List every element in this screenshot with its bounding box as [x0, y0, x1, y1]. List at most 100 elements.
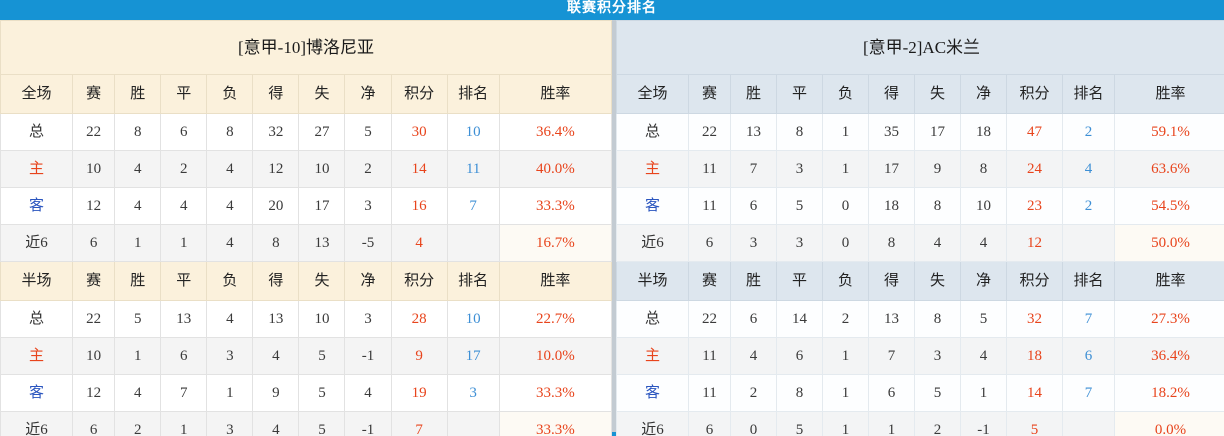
column-header-3: 负	[206, 74, 254, 114]
cell-lose: 1	[822, 337, 869, 375]
column-header-3: 负	[206, 261, 254, 301]
cell-winrate: 22.7%	[498, 300, 613, 338]
cell-winrate: 36.4%	[1113, 337, 1224, 375]
table-row[interactable]: 近6 6 0 5 1 1 2 -1 5 0.0%	[616, 411, 1224, 436]
cell-winrate: 18.2%	[1113, 374, 1224, 412]
table-row[interactable]: 主 11 4 6 1 7 3 4 18 6 36.4%	[616, 337, 1224, 375]
column-header-9: 胜率	[498, 74, 613, 114]
cell-rank: 10	[446, 113, 500, 151]
team-name[interactable]: [意甲-10]博洛尼亚	[0, 20, 612, 75]
cell-winrate: 16.7%	[498, 224, 613, 262]
cell-points: 28	[390, 300, 448, 338]
cell-points: 14	[1006, 374, 1063, 412]
team-panel-left: [意甲-10]博洛尼亚 全场赛胜平负得失净积分 排名 胜率总 22 8 6 8 32 27 5 30 1…	[0, 20, 613, 436]
table-row[interactable]: 总 22 5 13 4 13 10 3 28 10 22.7%	[0, 300, 613, 338]
table-row[interactable]: 主 10 4 2 4 12 10 2 14 11 40.0%	[0, 150, 613, 188]
column-header-3: 负	[822, 261, 869, 301]
cell-gd: 1	[960, 374, 1007, 412]
cell-played: 22	[688, 113, 731, 151]
table-row[interactable]: 客 12 4 7 1 9 5 4 19 3 33.3%	[0, 374, 613, 412]
cell-played: 11	[688, 337, 731, 375]
cell-win: 6	[730, 300, 777, 338]
cell-gf: 32	[252, 113, 300, 151]
cell-lose: 2	[822, 300, 869, 338]
page-title: 联赛积分排名	[567, 0, 657, 15]
cell-gf: 35	[868, 113, 915, 151]
cell-played: 10	[72, 337, 116, 375]
cell-winrate: 36.4%	[498, 113, 613, 151]
cell-ga: 5	[298, 374, 346, 412]
column-header-3: 负	[822, 74, 869, 114]
column-header-4: 得	[252, 74, 300, 114]
cell-winrate: 59.1%	[1113, 113, 1224, 151]
cell-played: 11	[688, 374, 731, 412]
cell-played: 22	[72, 113, 116, 151]
column-header-1: 胜	[730, 261, 777, 301]
row-label: 客	[0, 187, 74, 225]
cell-points: 12	[1006, 224, 1063, 262]
cell-played: 12	[72, 374, 116, 412]
column-header-8: 排名	[446, 261, 500, 301]
cell-gd: 5	[344, 113, 392, 151]
column-header-row: 全场赛胜平负得失净积分 排名 胜率	[0, 74, 613, 114]
cell-rank: 6	[1062, 337, 1115, 375]
row-label: 近6	[0, 224, 74, 262]
cell-winrate: 33.3%	[498, 374, 613, 412]
cell-win: 13	[730, 113, 777, 151]
column-header-row: 半场赛胜平负得失净积分 排名 胜率	[616, 261, 1224, 301]
cell-winrate: 54.5%	[1113, 187, 1224, 225]
table-row[interactable]: 近6 6 1 1 4 8 13 -5 4 16.7%	[0, 224, 613, 262]
column-header-2: 平	[776, 74, 823, 114]
cell-gf: 9	[252, 374, 300, 412]
widget-footer-bar	[0, 432, 1224, 436]
table-row[interactable]: 总 22 13 8 1 35 17 18 47 2 59.1%	[616, 113, 1224, 151]
cell-draw: 3	[776, 224, 823, 262]
cell-points: 24	[1006, 150, 1063, 188]
cell-win: 4	[114, 187, 162, 225]
cell-rank: 2	[1062, 113, 1115, 151]
scope-header: 半场	[0, 261, 74, 301]
row-label: 总	[0, 300, 74, 338]
cell-draw: 13	[160, 300, 208, 338]
table-row[interactable]: 客 11 6 5 0 18 8 10 23 2 54.5%	[616, 187, 1224, 225]
cell-winrate: 33.3%	[498, 187, 613, 225]
cell-winrate: 63.6%	[1113, 150, 1224, 188]
cell-played: 11	[688, 187, 731, 225]
row-label: 主	[0, 337, 74, 375]
column-header-0: 赛	[72, 74, 116, 114]
table-row[interactable]: 总 22 6 14 2 13 8 5 32 7 27.3%	[616, 300, 1224, 338]
cell-winrate: 10.0%	[498, 337, 613, 375]
cell-draw: 8	[776, 374, 823, 412]
cell-ga: 17	[298, 187, 346, 225]
row-label: 总	[0, 113, 74, 151]
team-name[interactable]: [意甲-2]AC米兰	[615, 20, 1224, 75]
cell-lose: 8	[206, 113, 254, 151]
row-label: 客	[0, 374, 74, 412]
table-row[interactable]: 客 12 4 4 4 20 17 3 16 7 33.3%	[0, 187, 613, 225]
stats-table-right: [意甲-2]AC米兰 全场赛胜平负得失净积分 排名 胜率总 22 13 8 1 35 17 18 47…	[615, 20, 1224, 436]
cell-lose: 1	[206, 374, 254, 412]
cell-rank: 7	[1062, 300, 1115, 338]
cell-rank	[446, 224, 500, 262]
row-label: 近6	[616, 411, 689, 436]
cell-points: 4	[390, 224, 448, 262]
table-row[interactable]: 主 10 1 6 3 4 5 -1 9 17 10.0%	[0, 337, 613, 375]
cell-lose: 0	[822, 224, 869, 262]
table-row[interactable]: 主 11 7 3 1 17 9 8 24 4 63.6%	[616, 150, 1224, 188]
cell-ga: 9	[914, 150, 961, 188]
table-row[interactable]: 近6 6 2 1 3 4 5 -1 7 33.3%	[0, 411, 613, 436]
column-header-0: 赛	[688, 261, 731, 301]
cell-points: 18	[1006, 337, 1063, 375]
stats-table-left: [意甲-10]博洛尼亚 全场赛胜平负得失净积分 排名 胜率总 22 8 6 8 32 27 5 30 1…	[0, 20, 613, 436]
scope-header: 全场	[616, 74, 689, 114]
table-row[interactable]: 客 11 2 8 1 6 5 1 14 7 18.2%	[616, 374, 1224, 412]
row-label: 总	[616, 113, 689, 151]
cell-rank	[446, 411, 500, 436]
cell-win: 1	[114, 337, 162, 375]
cell-draw: 6	[160, 113, 208, 151]
table-row[interactable]: 总 22 8 6 8 32 27 5 30 10 36.4%	[0, 113, 613, 151]
table-row[interactable]: 近6 6 3 3 0 8 4 4 12 50.0%	[616, 224, 1224, 262]
cell-draw: 1	[160, 411, 208, 436]
cell-played: 6	[72, 411, 116, 436]
column-header-1: 胜	[114, 261, 162, 301]
